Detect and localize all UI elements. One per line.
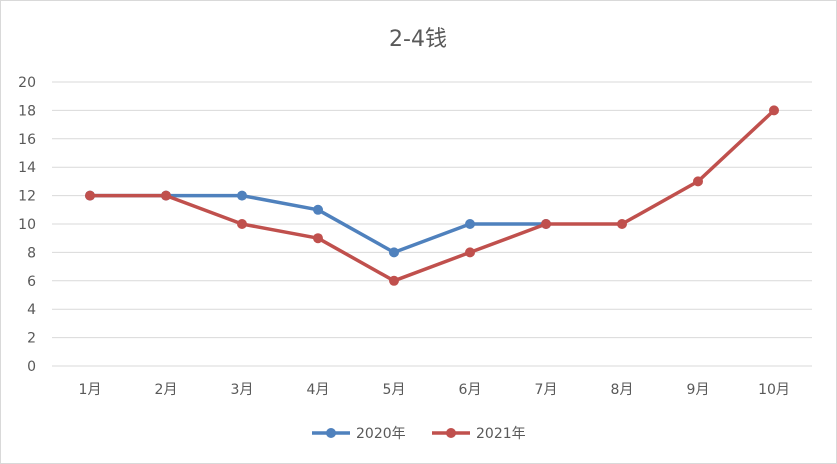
- series-line-1: [88, 108, 776, 283]
- legend-swatch-marker: [326, 428, 336, 438]
- chart-title: 2-4钱: [389, 27, 447, 52]
- series-group: [85, 105, 779, 286]
- data-point: [161, 190, 171, 201]
- y-tick-label: 18: [18, 103, 36, 119]
- data-point: [617, 219, 627, 229]
- data-point: [237, 190, 247, 201]
- x-tick-label: 2月: [155, 382, 178, 398]
- data-point: [465, 247, 475, 258]
- y-tick-label: 10: [18, 217, 36, 233]
- data-point: [313, 204, 323, 215]
- data-point: [237, 219, 247, 229]
- x-tick-label: 7月: [535, 382, 558, 398]
- data-point: [389, 275, 399, 286]
- legend-swatch-marker: [446, 428, 456, 438]
- y-tick-label: 16: [18, 132, 36, 148]
- x-tick-label: 9月: [687, 382, 710, 398]
- y-tick-label: 20: [18, 75, 36, 91]
- data-point: [313, 233, 323, 244]
- y-tick-label: 4: [27, 302, 36, 318]
- y-tick-label: 12: [18, 189, 36, 205]
- x-axis-ticks: 1月 2月 3月 4月 5月 6月 7月 8月 9月 10月: [79, 382, 790, 398]
- x-tick-label: 5月: [383, 382, 406, 398]
- legend: 2020年 2021年: [312, 426, 526, 442]
- x-tick-label: 3月: [231, 382, 254, 398]
- data-point: [693, 176, 703, 187]
- y-tick-label: 0: [27, 359, 36, 375]
- data-point: [769, 105, 779, 116]
- data-point: [465, 219, 475, 229]
- legend-label: 2021年: [476, 426, 526, 442]
- data-point: [389, 247, 399, 258]
- legend-label: 2020年: [356, 426, 406, 442]
- y-tick-label: 14: [18, 160, 36, 176]
- y-tick-label: 8: [27, 245, 36, 261]
- y-axis-ticks: 0 2 4 6 8 10 12 14 16 18 20: [18, 75, 36, 375]
- x-tick-label: 1月: [79, 382, 102, 398]
- x-tick-label: 6月: [459, 382, 482, 398]
- gridlines: [52, 81, 812, 367]
- data-point: [85, 190, 95, 201]
- x-tick-label: 8月: [611, 382, 634, 398]
- y-tick-label: 6: [27, 274, 36, 290]
- data-point: [541, 219, 551, 229]
- x-tick-label: 10月: [758, 382, 790, 398]
- x-tick-label: 4月: [307, 382, 330, 398]
- y-tick-label: 2: [27, 331, 36, 347]
